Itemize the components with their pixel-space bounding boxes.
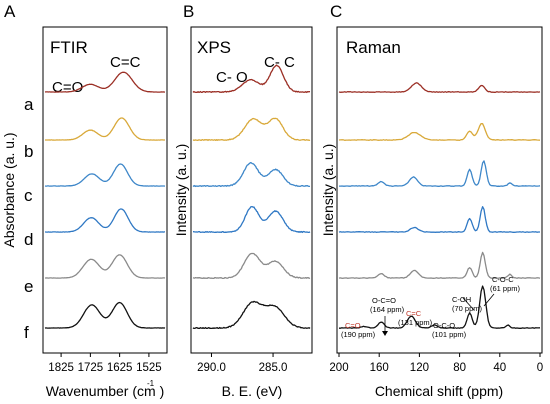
ftir-peak-label-cc: C=C (110, 54, 141, 71)
xps-x-tick-label: 290.0 (197, 362, 226, 374)
raman-frame (336, 26, 543, 354)
raman-title: Raman (346, 38, 401, 57)
ftir-series-d (45, 208, 165, 233)
xps-series-f (192, 300, 311, 330)
xps-frame (190, 26, 313, 354)
axis-ticks: 1825 1725 1625 1525 290.0 285.0 200 160 120 80 40 0 (48, 353, 543, 374)
ftir-x-tick-label: 1825 (48, 362, 74, 374)
panel-letter-c: C (330, 2, 342, 21)
anno-coh-arrow (462, 297, 475, 311)
raman-series-d (338, 206, 540, 233)
raman-y-label: Intensity (a. u.) (320, 144, 336, 237)
raman-x-tick-label: 160 (370, 362, 389, 374)
raman-series-e (338, 251, 541, 279)
raman-x-tick-label: 0 (537, 362, 543, 374)
ftir-series-e (45, 254, 166, 279)
anno-co-ppm: (190 ppm) (341, 330, 376, 339)
xps-series-b (192, 117, 311, 142)
xps-y-label: Intensity (a. u.) (173, 144, 189, 237)
anno-oco-label: O-C-O (433, 321, 455, 330)
anno-ocdo-ppm: (164 ppm) (370, 305, 405, 314)
raman-x-label: Chemical shift (ppm) (375, 383, 503, 399)
anno-cc-label: C=C (406, 309, 422, 318)
ftir-x-label-superscript: -1 (147, 379, 155, 388)
xps-x-label: B. E. (eV) (222, 383, 283, 399)
ftir-series-a (44, 71, 166, 93)
ftir-plot (44, 71, 166, 329)
ftir-title: FTIR (50, 38, 88, 57)
panel-letter-b: B (183, 2, 194, 21)
trace-letter-c: c (24, 186, 33, 205)
anno-coc-arrow (483, 293, 495, 307)
trace-letter-e: e (24, 277, 33, 296)
raman-series-b (338, 122, 541, 141)
raman-x-tick-label: 200 (329, 362, 348, 374)
ftir-series-c (44, 163, 166, 187)
ftir-series-f (44, 301, 166, 329)
anno-ocdo-arrowhead (382, 331, 388, 336)
xps-series-a (192, 64, 311, 94)
xps-series-e (192, 252, 311, 280)
anno-ocdo-label: O-C=O (372, 296, 396, 305)
raman-annotations: C=O (190 ppm) O-C=O (164 ppm) C=C (131 p… (341, 275, 521, 339)
anno-coh-ppm: (70 ppm) (452, 304, 483, 313)
xps-peak-label-cc: C- C (264, 54, 295, 71)
ftir-x-label: Wavenumber (cm ) (46, 383, 165, 399)
anno-oco-ppm: (101 ppm) (432, 330, 467, 339)
anno-coh-label: C-OH (452, 295, 471, 304)
ftir-x-tick-label: 1725 (78, 362, 104, 374)
ftir-x-tick-label: 1625 (107, 362, 133, 374)
anno-co-label: C=O (345, 321, 361, 330)
raman-plot (338, 82, 541, 329)
anno-cc-ppm: (131 ppm) (398, 318, 433, 327)
xps-plot (192, 64, 311, 330)
raman-series-f (339, 285, 541, 329)
ftir-series-b (45, 117, 165, 141)
raman-x-tick-label: 80 (453, 362, 466, 374)
xps-series-c (192, 161, 310, 188)
xps-x-tick-label: 285.0 (259, 362, 288, 374)
ftir-peak-label-co: C=O (52, 79, 83, 96)
raman-x-tick-label: 120 (410, 362, 429, 374)
raman-x-tick-label: 40 (493, 362, 506, 374)
xps-peak-label-co: C- O (216, 69, 248, 86)
trace-letter-b: b (24, 142, 33, 161)
raman-series-c (339, 160, 541, 187)
ftir-y-label: Absorbance (a. u.) (1, 132, 17, 247)
panel-letter-a: A (4, 2, 16, 21)
trace-letter-a: a (24, 95, 34, 114)
xps-title: XPS (197, 38, 231, 57)
xps-series-d (193, 206, 311, 234)
trace-letter-f: f (24, 323, 29, 342)
anno-coc-ppm: (61 ppm) (490, 284, 521, 293)
trace-letter-d: d (24, 230, 33, 249)
raman-series-a (338, 82, 541, 93)
ftir-x-tick-label: 1525 (136, 362, 162, 374)
anno-coc-label: C-O-C (492, 275, 514, 284)
ftir-frame (42, 26, 168, 354)
